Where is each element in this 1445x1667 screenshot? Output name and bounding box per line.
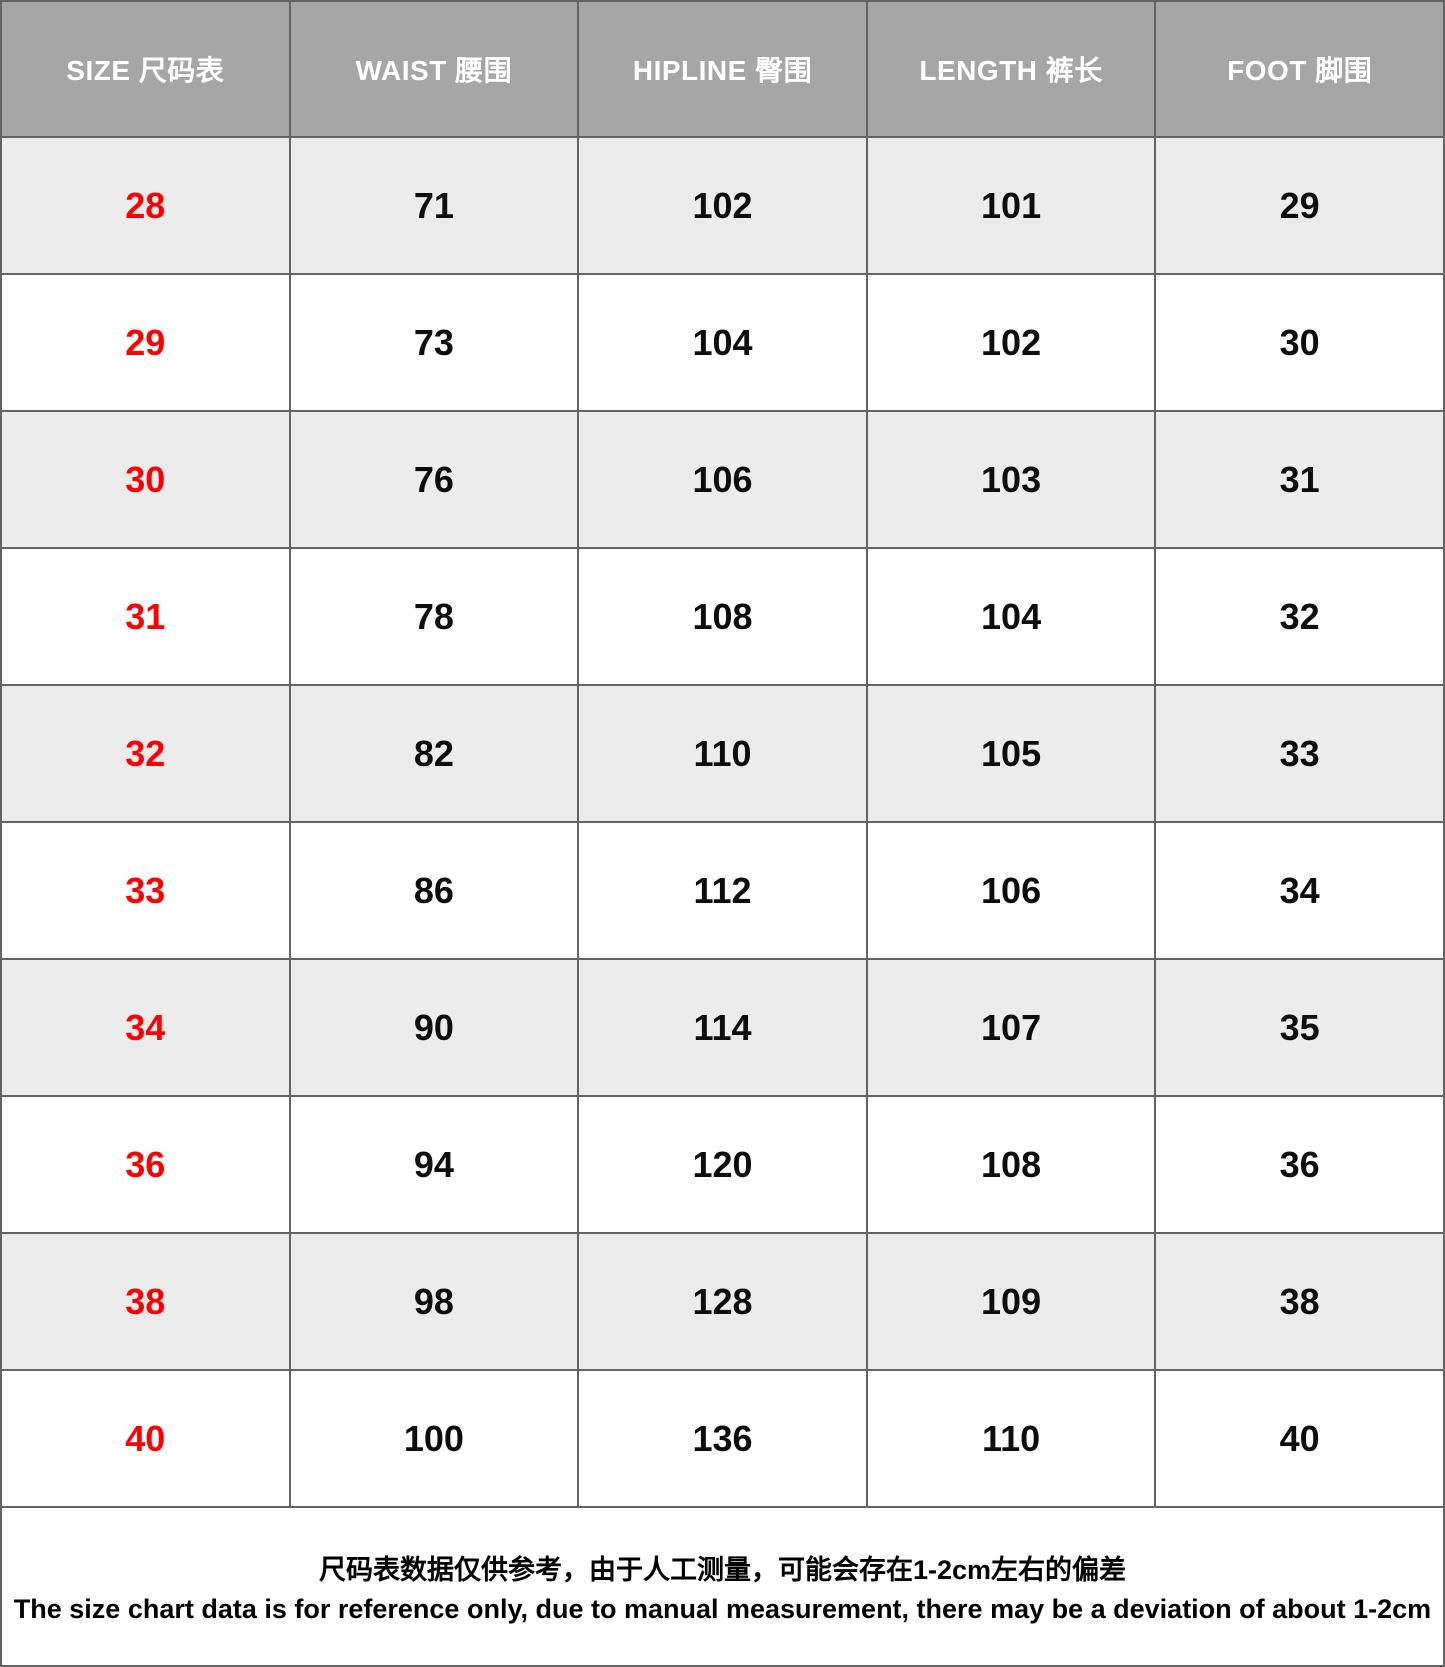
table-row: 32 82 110 105 33 — [0, 684, 1445, 823]
waist-cell: 73 — [288, 273, 580, 412]
size-cell: 31 — [0, 547, 291, 686]
foot-cell: 33 — [1154, 684, 1445, 823]
hipline-cell: 112 — [577, 821, 868, 960]
hipline-cell: 120 — [577, 1095, 868, 1234]
waist-cell: 90 — [288, 958, 580, 1097]
hipline-cell: 106 — [577, 410, 868, 549]
waist-cell: 78 — [288, 547, 580, 686]
footnote-box: 尺码表数据仅供参考，由于人工测量，可能会存在1-2cm左右的偏差 The siz… — [0, 1508, 1445, 1667]
table-header: SIZE 尺码表 WAIST 腰围 HIPLINE 臀围 LENGTH 裤长 F… — [0, 0, 1445, 138]
waist-cell: 71 — [288, 136, 580, 275]
foot-cell: 34 — [1154, 821, 1445, 960]
hipline-cell: 108 — [577, 547, 868, 686]
table-row: 33 86 112 106 34 — [0, 821, 1445, 960]
table-row: 28 71 102 101 29 — [0, 136, 1445, 275]
col-header-length: LENGTH 裤长 — [865, 0, 1157, 138]
foot-cell: 38 — [1154, 1232, 1445, 1371]
foot-cell: 30 — [1154, 273, 1445, 412]
table-header-row: SIZE 尺码表 WAIST 腰围 HIPLINE 臀围 LENGTH 裤长 F… — [0, 0, 1445, 138]
hipline-cell: 136 — [577, 1369, 868, 1508]
col-header-foot: FOOT 脚围 — [1154, 0, 1445, 138]
table-row: 29 73 104 102 30 — [0, 273, 1445, 412]
hipline-cell: 114 — [577, 958, 868, 1097]
size-cell: 28 — [0, 136, 291, 275]
foot-cell: 35 — [1154, 958, 1445, 1097]
size-cell: 40 — [0, 1369, 291, 1508]
size-cell: 36 — [0, 1095, 291, 1234]
waist-cell: 76 — [288, 410, 580, 549]
footnote-en: The size chart data is for reference onl… — [13, 1594, 1432, 1624]
size-chart-table: SIZE 尺码表 WAIST 腰围 HIPLINE 臀围 LENGTH 裤长 F… — [0, 0, 1445, 1508]
table-row: 36 94 120 108 36 — [0, 1095, 1445, 1234]
footnote-zh: 尺码表数据仅供参考，由于人工测量，可能会存在1-2cm左右的偏差 — [318, 1555, 1127, 1585]
foot-cell: 36 — [1154, 1095, 1445, 1234]
length-cell: 106 — [865, 821, 1157, 960]
col-header-hipline: HIPLINE 臀围 — [577, 0, 868, 138]
size-cell: 29 — [0, 273, 291, 412]
hipline-cell: 128 — [577, 1232, 868, 1371]
length-cell: 104 — [865, 547, 1157, 686]
foot-cell: 29 — [1154, 136, 1445, 275]
table-row: 30 76 106 103 31 — [0, 410, 1445, 549]
size-cell: 38 — [0, 1232, 291, 1371]
table-row: 34 90 114 107 35 — [0, 958, 1445, 1097]
table-row: 40 100 136 110 40 — [0, 1369, 1445, 1508]
length-cell: 101 — [865, 136, 1157, 275]
col-header-waist: WAIST 腰围 — [288, 0, 580, 138]
length-cell: 103 — [865, 410, 1157, 549]
size-cell: 30 — [0, 410, 291, 549]
table-body: 28 71 102 101 29 29 73 104 102 30 30 76 106 103 31 31 78… — [0, 136, 1445, 1508]
col-header-size: SIZE 尺码表 — [0, 0, 291, 138]
length-cell: 107 — [865, 958, 1157, 1097]
length-cell: 109 — [865, 1232, 1157, 1371]
waist-cell: 82 — [288, 684, 580, 823]
foot-cell: 40 — [1154, 1369, 1445, 1508]
size-cell: 33 — [0, 821, 291, 960]
foot-cell: 32 — [1154, 547, 1445, 686]
table-row: 38 98 128 109 38 — [0, 1232, 1445, 1371]
waist-cell: 86 — [288, 821, 580, 960]
size-cell: 34 — [0, 958, 291, 1097]
length-cell: 105 — [865, 684, 1157, 823]
hipline-cell: 104 — [577, 273, 868, 412]
waist-cell: 100 — [288, 1369, 580, 1508]
waist-cell: 98 — [288, 1232, 580, 1371]
foot-cell: 31 — [1154, 410, 1445, 549]
length-cell: 108 — [865, 1095, 1157, 1234]
waist-cell: 94 — [288, 1095, 580, 1234]
length-cell: 102 — [865, 273, 1157, 412]
length-cell: 110 — [865, 1369, 1157, 1508]
table-row: 31 78 108 104 32 — [0, 547, 1445, 686]
size-cell: 32 — [0, 684, 291, 823]
hipline-cell: 110 — [577, 684, 868, 823]
hipline-cell: 102 — [577, 136, 868, 275]
